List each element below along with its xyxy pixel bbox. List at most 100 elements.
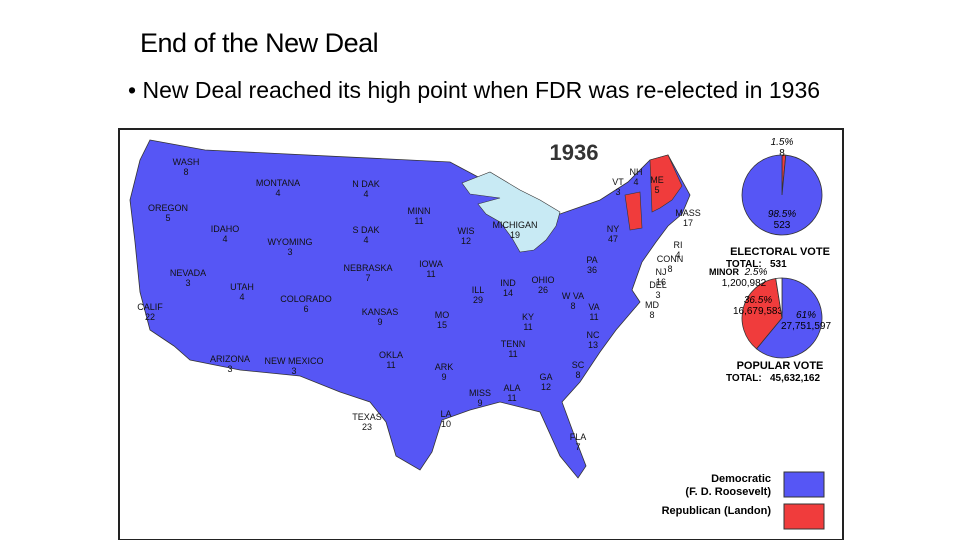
chart-heading: POPULAR VOTE xyxy=(737,360,824,372)
total-value: 531 xyxy=(770,259,787,270)
legend-sublabel: (F. D. Roosevelt) xyxy=(685,486,771,498)
bullet-text: New Deal reached its high point when FDR… xyxy=(142,77,821,103)
state-name: COLORADO xyxy=(280,294,332,304)
state-votes: 17 xyxy=(683,218,693,228)
state-votes: 36 xyxy=(587,265,597,275)
state-name: MINN xyxy=(408,206,431,216)
state-name: WIS xyxy=(458,226,475,236)
state-name: VT xyxy=(612,177,624,187)
state-name: UTAH xyxy=(230,282,254,292)
total-value: 45,632,162 xyxy=(770,373,820,384)
state-name: NY xyxy=(607,224,620,234)
legend-swatch xyxy=(783,503,825,530)
state-name: LA xyxy=(440,409,451,419)
state-name: GA xyxy=(539,372,552,382)
state-votes: 4 xyxy=(633,177,638,187)
state-votes: 3 xyxy=(615,187,620,197)
state-name: MICHIGAN xyxy=(493,220,538,230)
state-votes: 8 xyxy=(570,301,575,311)
state-name: W VA xyxy=(562,291,584,301)
state-name: ALA xyxy=(503,383,520,393)
state-name: CALIF xyxy=(137,302,163,312)
slice-votes: 8 xyxy=(779,148,785,159)
state-votes: 4 xyxy=(239,292,244,302)
state-votes: 4 xyxy=(363,235,368,245)
state-name: IOWA xyxy=(419,259,443,269)
pie-slice xyxy=(755,277,823,359)
pie-slice xyxy=(741,278,783,350)
state-votes: 12 xyxy=(541,382,551,392)
state-name: NJ xyxy=(656,267,667,277)
map-year: 1936 xyxy=(550,140,599,165)
slice-percent: 1.5% xyxy=(771,137,794,148)
state-votes: 8 xyxy=(575,370,580,380)
state-votes: 5 xyxy=(654,185,659,195)
state-votes: 11 xyxy=(507,393,516,403)
state-votes: 5 xyxy=(165,213,170,223)
state-votes: 4 xyxy=(675,250,680,260)
state-name: RI xyxy=(674,240,683,250)
state-name: OHIO xyxy=(531,275,554,285)
slice-votes: 1,200,982 xyxy=(722,278,767,289)
state-name: FLA xyxy=(570,432,587,442)
slice-percent: 98.5% xyxy=(768,209,796,220)
state-votes: 11 xyxy=(508,349,517,359)
state-votes: 4 xyxy=(222,234,227,244)
legend-swatch xyxy=(783,471,825,498)
state-votes: 4 xyxy=(275,188,280,198)
bullet: • New Deal reached its high point when F… xyxy=(128,77,821,103)
state-votes: 11 xyxy=(386,360,395,370)
slice-votes: 16,679,583 xyxy=(733,306,783,317)
slice-percent: 2.5% xyxy=(744,267,768,278)
total-label: TOTAL: xyxy=(726,373,762,384)
state-votes: 7 xyxy=(575,442,580,452)
vermont xyxy=(624,191,643,231)
state-name: CONN xyxy=(657,254,684,264)
pie-slice xyxy=(775,277,783,319)
state-name: ME xyxy=(650,175,664,185)
pie-slice xyxy=(741,154,823,236)
state-name: MO xyxy=(435,310,450,320)
state-name: NH xyxy=(630,167,643,177)
state-votes: 8 xyxy=(649,310,654,320)
state-name: OREGON xyxy=(148,203,188,213)
slice-percent: 36.5% xyxy=(744,295,772,306)
state-name: KANSAS xyxy=(362,307,399,317)
state-name: S DAK xyxy=(352,225,379,235)
state-votes: 9 xyxy=(441,372,446,382)
state-name: ARK xyxy=(435,362,454,372)
legend-label: Democratic xyxy=(711,473,771,485)
state-votes: 29 xyxy=(473,295,483,305)
state-name: WYOMING xyxy=(268,237,313,247)
state-votes: 16 xyxy=(656,277,666,287)
state-votes: 9 xyxy=(377,317,382,327)
state-name: MISS xyxy=(469,388,491,398)
state-name: IDAHO xyxy=(211,224,240,234)
state-votes: 3 xyxy=(287,247,292,257)
state-name: WASH xyxy=(173,157,200,167)
state-name: SC xyxy=(572,360,585,370)
state-votes: 13 xyxy=(588,340,598,350)
state-votes: 15 xyxy=(437,320,447,330)
state-name: VA xyxy=(588,302,599,312)
state-votes: 23 xyxy=(362,422,372,432)
state-name: ILL xyxy=(472,285,485,295)
legend-label: Republican (Landon) xyxy=(662,505,772,517)
state-votes: 3 xyxy=(185,278,190,288)
state-name: TENN xyxy=(501,339,526,349)
state-name: MASS xyxy=(675,208,701,218)
state-name: N DAK xyxy=(352,179,380,189)
state-name: DEL xyxy=(649,280,667,290)
state-name: NEVADA xyxy=(170,268,206,278)
state-name: TEXAS xyxy=(352,412,382,422)
slice-votes: 27,751,597 xyxy=(781,321,831,332)
state-votes: 6 xyxy=(303,304,308,314)
total-label: TOTAL: xyxy=(726,259,762,270)
state-name: NC xyxy=(587,330,600,340)
state-name: MONTANA xyxy=(256,178,300,188)
state-votes: 11 xyxy=(589,312,598,322)
state-votes: 3 xyxy=(291,366,296,376)
maine xyxy=(649,154,683,213)
